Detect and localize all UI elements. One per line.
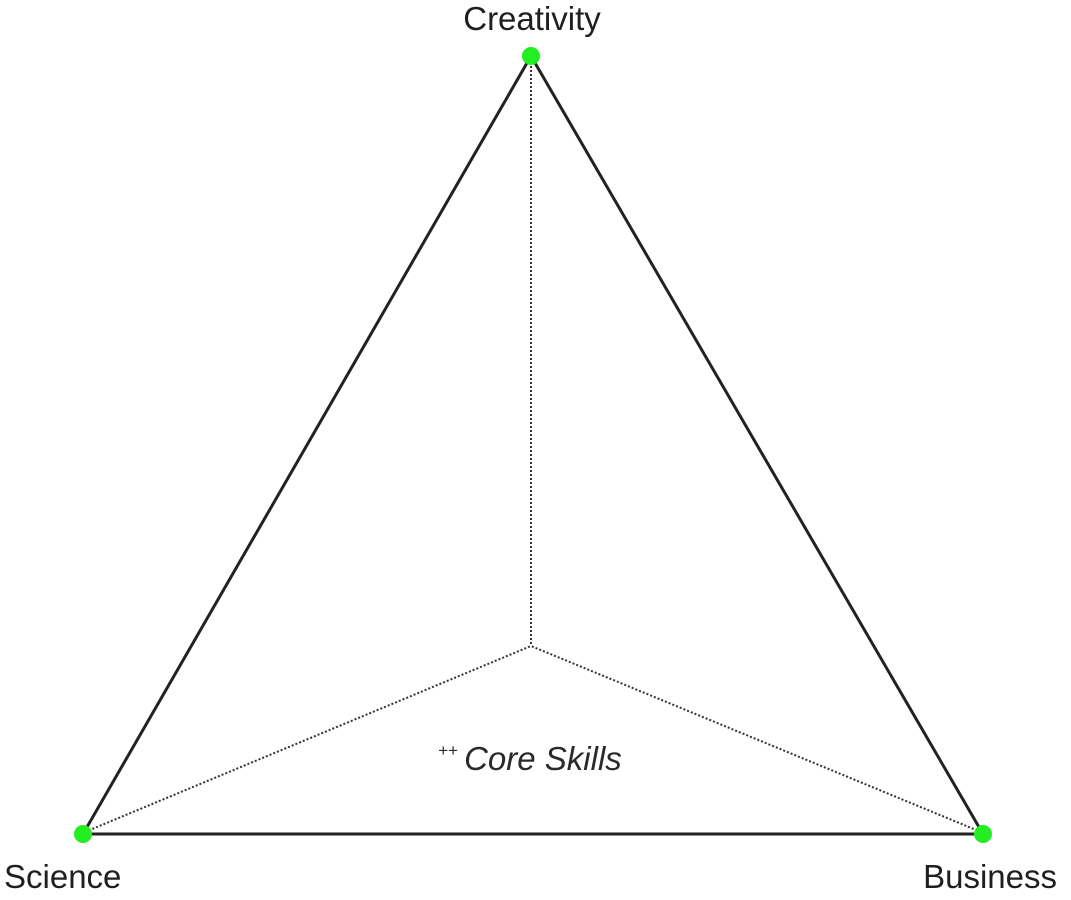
vertex-dot-right [974,825,992,843]
vertex-dot-left [74,825,92,843]
vertex-label-science: Science [4,858,122,895]
center-label: ++ Core Skills [438,742,622,775]
vertex-label-business: Business [923,858,1057,895]
vertex-label-creativity: Creativity [463,0,601,37]
center-label-prefix: ++ [438,741,459,760]
vertex-dot-top [522,47,540,65]
dotted-line-right [530,645,982,833]
outer-triangle [81,54,985,836]
dotted-line-left [84,645,532,833]
center-label-text: Core Skills [464,740,622,777]
